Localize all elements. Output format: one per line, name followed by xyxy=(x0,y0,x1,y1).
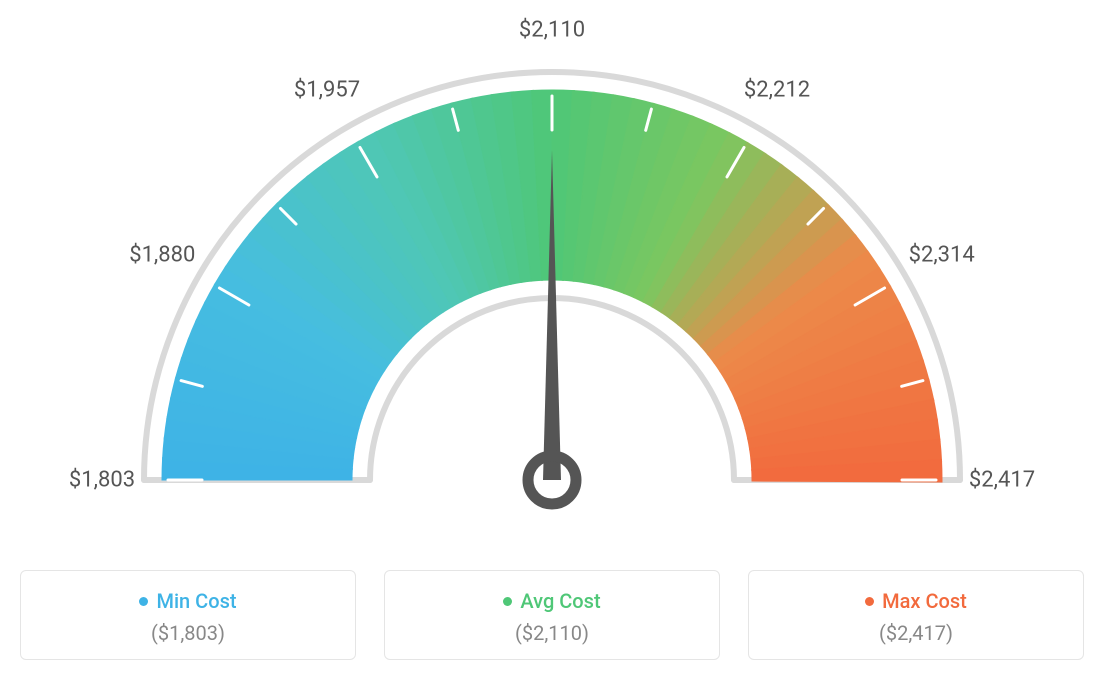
legend-dot-icon xyxy=(865,597,874,606)
legend-title-min: Min Cost xyxy=(139,589,236,613)
legend-dot-icon xyxy=(139,597,148,606)
legend-label: Avg Cost xyxy=(520,589,600,613)
legend-dot-icon xyxy=(503,597,512,606)
legend-value: ($2,110) xyxy=(395,621,709,645)
gauge-tick-label: $1,957 xyxy=(294,78,360,103)
gauge-svg xyxy=(20,20,1084,560)
legend-value: ($1,803) xyxy=(31,621,345,645)
gauge-tick-label: $2,314 xyxy=(909,243,975,268)
gauge-area: $1,803 $1,880 $1,957 $2,110 $2,212 $2,314 $2,4… xyxy=(20,20,1084,560)
gauge-tick-label: $2,212 xyxy=(744,78,810,103)
legend-label: Max Cost xyxy=(882,589,967,613)
legend-card-avg: Avg Cost ($2,110) xyxy=(384,570,720,660)
cost-gauge-chart: $1,803 $1,880 $1,957 $2,110 $2,212 $2,314 $2,4… xyxy=(20,20,1084,660)
legend-title-max: Max Cost xyxy=(865,589,967,613)
legend-card-min: Min Cost ($1,803) xyxy=(20,570,356,660)
gauge-tick-label: $1,880 xyxy=(129,243,195,268)
legend-card-max: Max Cost ($2,417) xyxy=(748,570,1084,660)
legend-value: ($2,417) xyxy=(759,621,1073,645)
gauge-tick-label: $2,417 xyxy=(969,468,1035,493)
legend-row: Min Cost ($1,803) Avg Cost ($2,110) Max Cost… xyxy=(20,570,1084,660)
gauge-tick-label: $1,803 xyxy=(69,468,135,493)
legend-title-avg: Avg Cost xyxy=(503,589,600,613)
gauge-tick-label: $2,110 xyxy=(519,18,585,43)
legend-label: Min Cost xyxy=(156,589,236,613)
